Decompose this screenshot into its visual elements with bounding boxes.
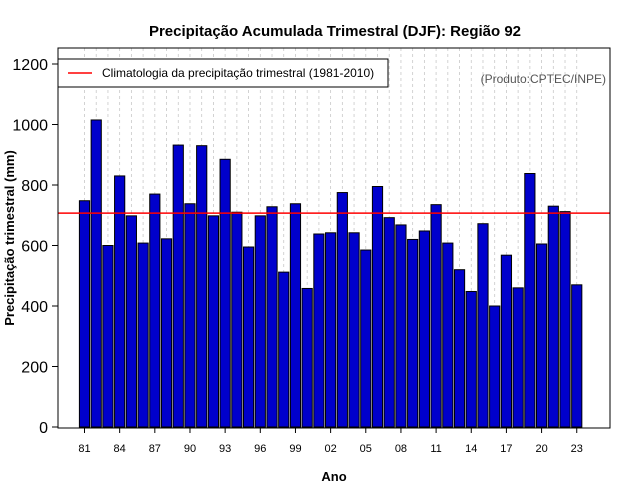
bar-20 — [535, 243, 548, 428]
legend: Climatologia da precipitação trimestral … — [57, 58, 389, 88]
bar-05 — [360, 249, 372, 428]
bar-95 — [242, 246, 255, 428]
bar-10 — [418, 230, 430, 428]
bar-21 — [547, 205, 559, 428]
bar-87 — [149, 193, 161, 428]
bar-13 — [453, 269, 466, 428]
x-tick-label-08: 08 — [395, 443, 407, 455]
x-tick-label-96: 96 — [254, 443, 266, 455]
y-tick-label-600: 600 — [21, 239, 48, 256]
bar-03 — [336, 192, 348, 428]
bar-11 — [430, 204, 442, 428]
x-tick-label-20: 20 — [535, 443, 547, 455]
bar-16 — [489, 305, 501, 428]
x-tick-label-02: 02 — [324, 443, 336, 455]
bar-23 — [571, 284, 583, 428]
bar-15 — [477, 223, 489, 428]
y-tick-label-200: 200 — [21, 360, 48, 377]
bar-89 — [172, 144, 184, 428]
bar-97 — [266, 206, 278, 428]
bar-88 — [160, 238, 173, 428]
bar-12 — [442, 242, 454, 428]
bar-01 — [313, 233, 325, 428]
bar-91 — [196, 145, 208, 428]
y-tick-label-1200: 1200 — [12, 57, 48, 74]
bar-81 — [78, 200, 91, 428]
x-tick-label-90: 90 — [184, 443, 196, 455]
source-label: (Produto:CPTEC/INPE) — [481, 72, 606, 86]
chart-title: Precipitação Acumulada Trimestral (DJF):… — [149, 23, 521, 40]
y-tick-label-0: 0 — [39, 420, 48, 437]
bar-94 — [231, 211, 243, 428]
x-tick-label-23: 23 — [571, 443, 583, 455]
y-axis: 0 200 400 600 800 1000 1200 — [12, 57, 58, 437]
bar-84 — [114, 175, 126, 428]
bar-08 — [395, 224, 407, 428]
bar-07 — [383, 217, 395, 428]
bar-14 — [465, 290, 477, 428]
bar-82 — [90, 119, 102, 428]
x-tick-label-11: 11 — [430, 443, 441, 455]
x-tick-label-84: 84 — [114, 443, 126, 455]
bar-93 — [219, 158, 231, 428]
bars — [78, 119, 583, 428]
bar-04 — [348, 232, 360, 428]
x-tick-label-93: 93 — [219, 443, 231, 455]
x-axis: 81 84 87 90 93 96 99 02 05 08 11 14 17 20 23 — [78, 428, 583, 455]
bar-06 — [371, 186, 384, 428]
y-tick-label-1000: 1000 — [12, 118, 48, 135]
bar-09 — [407, 238, 419, 428]
x-tick-label-17: 17 — [500, 443, 512, 455]
bar-22 — [559, 211, 571, 428]
bar-00 — [301, 287, 313, 428]
bar-19 — [524, 173, 536, 428]
x-tick-label-81: 81 — [78, 443, 90, 455]
plot-frame — [57, 47, 611, 429]
y-axis-title: Precipitação trimestral (mm) — [2, 150, 17, 326]
x-axis-title: Ano — [321, 469, 346, 484]
legend-label: Climatologia da precipitação trimestral … — [102, 66, 374, 80]
bar-83 — [102, 245, 114, 428]
x-tick-label-99: 99 — [289, 443, 301, 455]
x-tick-label-14: 14 — [465, 443, 477, 455]
bar-98 — [278, 271, 290, 428]
bar-96 — [254, 215, 266, 428]
y-tick-label-400: 400 — [21, 299, 48, 316]
bar-90 — [184, 203, 196, 428]
x-tick-label-05: 05 — [360, 443, 372, 455]
bar-92 — [207, 215, 220, 428]
legend-box — [57, 58, 389, 88]
bar-86 — [137, 242, 149, 428]
x-tick-label-87: 87 — [149, 443, 161, 455]
bar-18 — [512, 287, 524, 428]
bar-02 — [325, 232, 337, 428]
bar-99 — [289, 203, 302, 428]
y-tick-label-800: 800 — [21, 178, 48, 195]
bar-17 — [500, 254, 513, 428]
bar-85 — [125, 215, 137, 428]
